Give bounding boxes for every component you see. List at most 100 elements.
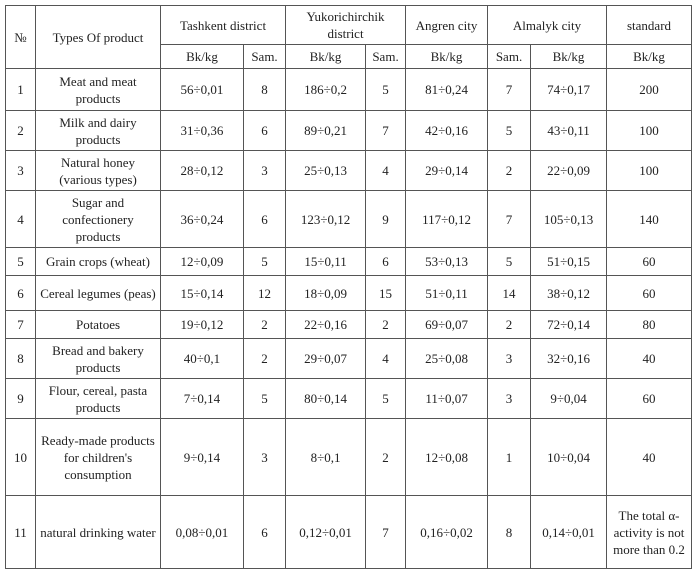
table-cell: 2	[365, 310, 407, 339]
table-cell: 60	[606, 378, 692, 419]
table-cell: 0,12÷0,01	[285, 495, 367, 569]
table-cell: 200	[606, 68, 692, 111]
subheader-cell: Sam.	[365, 44, 407, 69]
table-cell: 123÷0,12	[285, 190, 367, 248]
table-cell: 15	[365, 275, 407, 311]
table-cell: 8	[487, 495, 532, 569]
table-cell: 12÷0,08	[405, 418, 489, 496]
table-cell: 3	[5, 150, 36, 191]
table-cell: 8	[5, 338, 36, 379]
table-cell: 5	[242, 247, 287, 276]
table-cell: 100	[606, 110, 692, 151]
table-cell: 6	[242, 110, 287, 151]
table-cell: 8÷0,1	[285, 418, 367, 496]
table-row: 4 Sugar and confectionery products 36÷0,24…	[5, 190, 692, 248]
table-container: № Types Of product Tashkent district Yukori…	[5, 5, 692, 569]
table-cell: 11	[5, 495, 36, 569]
table-cell: 5	[487, 110, 532, 151]
table-cell: Potatoes	[35, 310, 161, 339]
table-cell: 80	[606, 310, 692, 339]
table-cell: 15÷0,14	[160, 275, 244, 311]
table-cell: 81÷0,24	[405, 68, 489, 111]
table-cell: 11÷0,07	[405, 378, 489, 419]
table-cell: 12÷0,09	[160, 247, 244, 276]
table-cell: natural drinking water	[35, 495, 161, 569]
table-cell: 60	[606, 247, 692, 276]
table-row: 5 Grain crops (wheat) 12÷0,09 5 15÷0,11 6 53÷0…	[5, 247, 692, 276]
table-cell: 5	[487, 247, 532, 276]
table-cell: 89÷0,21	[285, 110, 367, 151]
table-cell: Ready-made products for children's consu…	[35, 418, 161, 496]
table-cell: The total α-activity is not more than 0.…	[606, 495, 692, 569]
table-cell: 186÷0,2	[285, 68, 367, 111]
subheader-cell: Bk/kg	[285, 44, 367, 69]
table-cell: 51÷0,15	[530, 247, 608, 276]
subheader-cell: Bk/kg	[530, 44, 608, 69]
table-cell: 9	[365, 190, 407, 248]
header-cell: Yukorichirchik district	[285, 5, 407, 45]
table-cell: 12	[242, 275, 287, 311]
table-cell: 1	[487, 418, 532, 496]
table-row: 11 natural drinking water 0,08÷0,01 6 0,12÷0…	[5, 495, 692, 569]
table-cell: Natural honey (various types)	[35, 150, 161, 191]
table-cell: Cereal legumes (peas)	[35, 275, 161, 311]
table-cell: Grain crops (wheat)	[35, 247, 161, 276]
table-cell: 140	[606, 190, 692, 248]
table-cell: 19÷0,12	[160, 310, 244, 339]
table-row: 3 Natural honey (various types) 28÷0,12 3 25…	[5, 150, 692, 191]
table-cell: 9	[5, 378, 36, 419]
table-cell: 3	[487, 378, 532, 419]
table-cell: Flour, cereal, pasta products	[35, 378, 161, 419]
table-row: 7 Potatoes 19÷0,12 2 22÷0,16 2 69÷0,07 2 72÷0,14…	[5, 310, 692, 339]
table-row: 2 Milk and dairy products 31÷0,36 6 89÷0,21 7…	[5, 110, 692, 151]
header-cell: Types Of product	[35, 5, 161, 69]
table-cell: 7	[5, 310, 36, 339]
table-cell: 7÷0,14	[160, 378, 244, 419]
table-cell: 2	[487, 310, 532, 339]
table-cell: 7	[487, 68, 532, 111]
table-cell: 0,14÷0,01	[530, 495, 608, 569]
table-cell: 6	[365, 247, 407, 276]
table-cell: 28÷0,12	[160, 150, 244, 191]
table-cell: 15÷0,11	[285, 247, 367, 276]
table-cell: 18÷0,09	[285, 275, 367, 311]
table-cell: 25÷0,13	[285, 150, 367, 191]
subheader-cell: Bk/kg	[405, 44, 489, 69]
header-cell: Tashkent district	[159, 5, 287, 45]
table-cell: 36÷0,24	[160, 190, 244, 248]
table-row: 8 Bread and bakery products 40÷0,1 2 29÷0,07…	[5, 338, 692, 379]
table-cell: 29÷0,07	[285, 338, 367, 379]
table-cell: 4	[365, 150, 407, 191]
table-cell: 5	[242, 378, 287, 419]
header-cell: №	[5, 5, 36, 69]
table-cell: Bread and bakery products	[35, 338, 161, 379]
table-cell: 6	[242, 190, 287, 248]
table-cell: 3	[242, 418, 287, 496]
table-cell: 3	[487, 338, 532, 379]
subheader-cell: Sam.	[242, 44, 287, 69]
table-cell: 10÷0,04	[530, 418, 608, 496]
table-cell: Milk and dairy products	[35, 110, 161, 151]
table-cell: 53÷0,13	[405, 247, 489, 276]
table-cell: 32÷0,16	[530, 338, 608, 379]
table-cell: 8	[242, 68, 287, 111]
table-cell: 69÷0,07	[405, 310, 489, 339]
table-cell: 25÷0,08	[405, 338, 489, 379]
table-cell: 31÷0,36	[160, 110, 244, 151]
table-cell: 9÷0,14	[160, 418, 244, 496]
table-cell: 60	[606, 275, 692, 311]
table-cell: 10	[5, 418, 36, 496]
table-cell: 40	[606, 338, 692, 379]
table-cell: 7	[365, 110, 407, 151]
header-row: № Types Of product Tashkent district Yukori…	[5, 5, 692, 69]
table-cell: 22÷0,16	[285, 310, 367, 339]
table-cell: 80÷0,14	[285, 378, 367, 419]
table-cell: 42÷0,16	[405, 110, 489, 151]
table-cell: Meat and meat products	[35, 68, 161, 111]
header-cell: Almalyk city	[487, 5, 608, 45]
table-cell: 117÷0,12	[405, 190, 489, 248]
header-cell: standard	[606, 5, 692, 45]
table-cell: 38÷0,12	[530, 275, 608, 311]
table-cell: 4	[5, 190, 36, 248]
